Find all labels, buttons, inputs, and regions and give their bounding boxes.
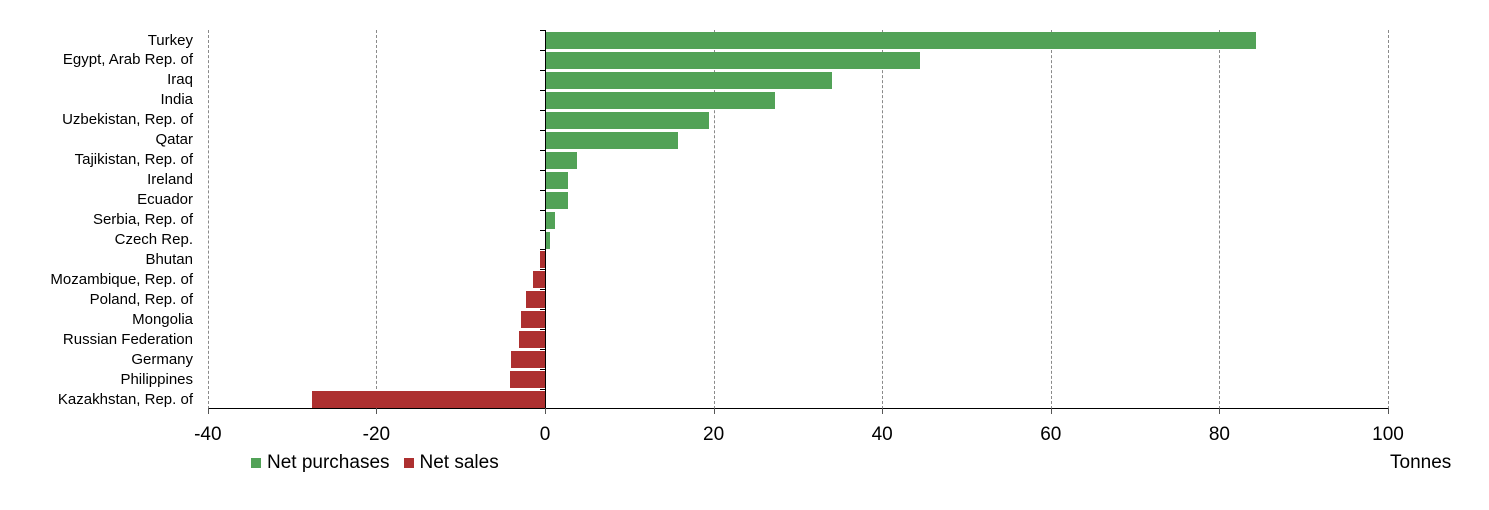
category-label: Qatar (155, 131, 193, 149)
category-label: Tajikistan, Rep. of (74, 151, 193, 169)
x-tick-label: 60 (1040, 424, 1062, 445)
legend-label: Net sales (419, 452, 499, 473)
x-tick-mark (1388, 408, 1389, 414)
gridline (1219, 30, 1221, 409)
category-tick (540, 369, 545, 371)
category-tick (540, 309, 545, 311)
category-tick (540, 49, 545, 51)
bar (510, 371, 545, 389)
category-tick (540, 349, 545, 351)
gridline (1050, 30, 1052, 409)
gridline (1388, 30, 1389, 409)
legend-item-net-sales: Net sales (403, 452, 499, 474)
category-tick (540, 229, 545, 231)
category-tick (540, 149, 545, 151)
x-tick-label: -40 (194, 424, 222, 445)
bar (546, 191, 568, 209)
category-label: Russian Federation (62, 330, 193, 348)
category-tick (540, 209, 545, 211)
x-axis-unit-label: Tonnes (1390, 452, 1452, 473)
gridline (376, 30, 378, 409)
category-label: Ecuador (137, 191, 193, 209)
category-label: India (160, 91, 193, 109)
x-tick-label: 80 (1208, 424, 1230, 445)
category-label: Philippines (120, 370, 193, 388)
bar (526, 291, 545, 309)
category-label: Turkey (147, 31, 193, 49)
bar (546, 32, 1256, 49)
category-label: Mongolia (132, 310, 193, 328)
category-tick (540, 109, 545, 111)
bar (546, 131, 678, 149)
x-tick-mark (207, 408, 209, 414)
bar (533, 271, 545, 289)
legend-label: Net purchases (267, 452, 390, 473)
category-tick (540, 269, 545, 271)
bar (546, 151, 578, 169)
x-tick-mark (1219, 408, 1221, 414)
category-tick (540, 89, 545, 91)
bar (546, 171, 568, 189)
category-label: Egypt, Arab Rep. of (62, 51, 193, 69)
gridline (713, 30, 715, 409)
category-label: Iraq (167, 71, 193, 89)
x-tick-label: 100 (1372, 424, 1404, 445)
legend: Net purchases Net sales (251, 452, 513, 474)
legend-swatch-green (251, 458, 261, 468)
legend-swatch-red (403, 458, 414, 468)
category-label: Kazakhstan, Rep. of (57, 390, 193, 408)
x-tick-mark (713, 408, 715, 414)
category-tick (540, 389, 545, 391)
category-label: Mozambique, Rep. of (50, 270, 193, 288)
bar (518, 331, 545, 349)
category-tick (540, 30, 545, 31)
x-tick-mark (1050, 408, 1052, 414)
category-tick (540, 249, 545, 251)
bar (546, 91, 776, 109)
category-label: Bhutan (145, 250, 193, 268)
bar (521, 311, 545, 329)
category-label: Serbia, Rep. of (92, 211, 193, 229)
bar (546, 231, 551, 249)
bar (546, 71, 832, 89)
category-label: Ireland (147, 171, 193, 189)
bar (546, 51, 921, 69)
x-tick-mark (545, 408, 546, 414)
bar (546, 111, 709, 129)
category-tick (540, 69, 545, 71)
x-tick-mark (376, 408, 378, 414)
legend-item-net-purchases: Net purchases (251, 452, 390, 474)
x-tick-mark (882, 408, 884, 414)
category-tick (540, 329, 545, 331)
x-tick-label: 0 (539, 424, 551, 445)
x-axis-line (208, 408, 1388, 409)
category-label: Germany (131, 350, 193, 368)
zero-axis-line (545, 30, 546, 410)
bar (539, 251, 545, 269)
bar (312, 391, 545, 409)
category-tick (540, 169, 545, 171)
category-tick (540, 129, 545, 131)
category-label: Uzbekistan, Rep. of (62, 111, 193, 129)
gridline (882, 30, 884, 409)
category-tick (540, 189, 545, 191)
x-tick-label: 40 (871, 424, 893, 445)
bar (511, 351, 545, 369)
category-label: Poland, Rep. of (89, 290, 193, 308)
x-tick-label: 20 (703, 424, 725, 445)
x-tick-label: -20 (362, 424, 391, 445)
gridline (207, 30, 209, 409)
category-tick (540, 289, 545, 291)
bar (546, 211, 556, 229)
category-label: Czech Rep. (114, 231, 193, 248)
